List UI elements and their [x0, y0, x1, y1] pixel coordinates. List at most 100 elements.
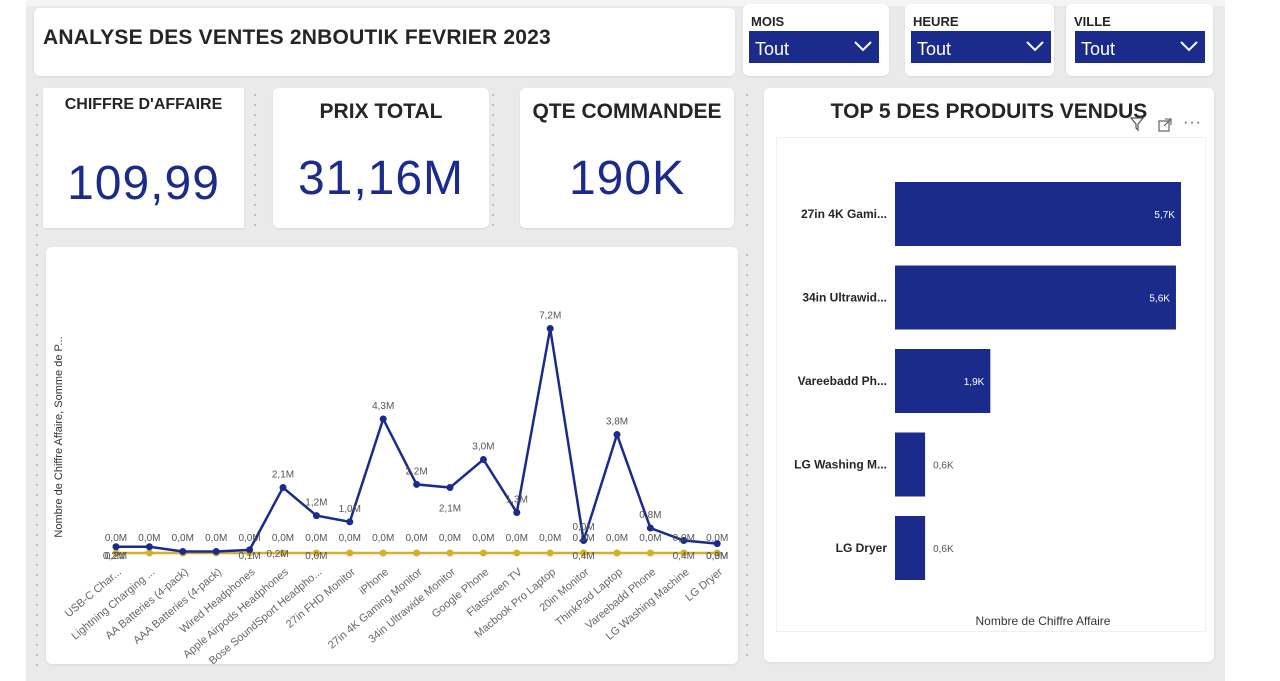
slicer-dropdown[interactable]: Tout: [749, 31, 879, 63]
grid-dots: [250, 90, 262, 230]
series-point-blue: [513, 508, 521, 516]
series-point-gold: [279, 549, 287, 557]
series-point-gold: [413, 549, 421, 557]
data-label: 0,0M: [706, 551, 728, 562]
bar: [895, 516, 926, 580]
data-label: 0,0M: [606, 533, 628, 544]
data-label: 0,3M: [706, 551, 728, 562]
data-label: 2,1M: [439, 504, 461, 515]
series-point-gold: [479, 549, 487, 557]
data-label: 0,0M: [272, 533, 294, 544]
data-label: 0,0M: [572, 522, 594, 533]
data-label: 0,0M: [405, 533, 427, 544]
chevron-down-icon: [1026, 41, 1044, 52]
series-point-blue: [580, 537, 588, 545]
series-point-blue: [346, 518, 354, 526]
series-point-blue: [613, 431, 621, 439]
series-point-gold: [446, 549, 454, 557]
data-label: 2,2M: [405, 466, 427, 477]
data-label: 0,2M: [103, 551, 125, 562]
kpi-label: PRIX TOTAL: [319, 100, 443, 123]
kpi-chiffre-affaire: CHIFFRE D'AFFAIRE 109,99: [43, 88, 244, 228]
series-point-blue: [546, 325, 554, 333]
data-label: 3,0M: [472, 441, 494, 452]
data-label: 0,0M: [339, 533, 361, 544]
data-label: 0,0M: [105, 533, 127, 544]
series-point-gold: [713, 549, 721, 557]
series-point-blue: [379, 415, 387, 423]
data-label: 1,3M: [506, 494, 528, 505]
slicer-label: VILLE: [1074, 14, 1111, 29]
data-label: 0,0M: [439, 533, 461, 544]
page-title: ANALYSE DES VENTES 2NBOUTIK FEVRIER 2023: [43, 26, 551, 49]
category-label: Vareebadd Ph...: [798, 374, 887, 388]
slicer-mois[interactable]: MOIS Tout: [743, 4, 889, 76]
kpi-label: QTE COMMANDEE: [532, 100, 722, 123]
slicer-ville[interactable]: VILLE Tout: [1066, 4, 1213, 76]
series-point-blue: [212, 547, 220, 555]
series-point-gold: [646, 549, 654, 557]
data-label: 0,4M: [673, 551, 695, 562]
kpi-value: 190K: [568, 152, 686, 205]
grid-dots: [488, 90, 500, 230]
series-point-blue: [413, 480, 421, 488]
ribbon-strip: [26, 0, 1225, 6]
chevron-down-icon: [854, 41, 872, 52]
bar: [895, 265, 1176, 330]
line-chart-card: Nombre de Chiffre Affaire, Somme de P...…: [46, 247, 738, 668]
kpi-qte-commandee: QTE COMMANDEE 190K: [520, 88, 734, 228]
data-label: 0,0M: [472, 533, 494, 544]
title-card: ANALYSE DES VENTES 2NBOUTIK FEVRIER 2023: [34, 8, 735, 76]
x-tick-label: LG Dryer: [683, 566, 725, 604]
data-label: 0,4M: [572, 551, 594, 562]
slicer-heure[interactable]: HEURE Tout: [905, 4, 1054, 76]
filter-icon[interactable]: [1130, 116, 1144, 132]
category-label: LG Washing M...: [794, 458, 887, 472]
series-point-gold: [680, 549, 688, 557]
slicer-dropdown[interactable]: Tout: [1075, 31, 1205, 63]
series-point-gold: [546, 549, 554, 557]
data-label: 0,0M: [172, 533, 194, 544]
series-point-gold: [613, 549, 621, 557]
chevron-down-icon: [1180, 41, 1198, 52]
data-label: 4,3M: [372, 401, 394, 412]
data-label: 0,0M: [673, 533, 695, 544]
grid-dots: [32, 90, 42, 670]
top5-title: TOP 5 DES PRODUITS VENDUS: [830, 100, 1148, 123]
series-point-blue: [279, 484, 287, 492]
series-point-blue: [680, 537, 688, 545]
series-point-gold: [513, 549, 521, 557]
data-label: 0,0M: [305, 551, 327, 562]
data-label: 1,2M: [305, 498, 327, 509]
series-point-gold: [112, 549, 120, 557]
more-icon[interactable]: ···: [1183, 114, 1202, 131]
series-point-blue: [179, 547, 187, 555]
expand-icon[interactable]: [1158, 118, 1172, 132]
data-label: 0,6K: [933, 461, 954, 472]
slicer-value: Tout: [1081, 39, 1116, 59]
series-point-blue: [479, 455, 487, 463]
data-label: 0,0M: [572, 533, 594, 544]
series-point-gold: [379, 549, 387, 557]
data-label: 2,1M: [272, 470, 294, 481]
bar: [895, 349, 991, 413]
data-label: 0,0M: [138, 533, 160, 544]
top5-card: TOP 5 DES PRODUITS VENDUS ··· 27in 4K Ga…: [764, 88, 1214, 662]
grid-dots: [742, 250, 754, 660]
kpi-value: 109,99: [67, 157, 220, 210]
data-label: 0,0M: [706, 533, 728, 544]
bar-chart[interactable]: 27in 4K Gami... 5,7K 34in Ultrawid... 5,6K V…: [764, 88, 1214, 662]
slicer-dropdown[interactable]: Tout: [911, 31, 1051, 63]
data-label: 5,6K: [1149, 294, 1170, 305]
series-point-blue: [446, 484, 454, 492]
bar-chart-frame: [776, 137, 1206, 632]
line-chart[interactable]: Nombre de Chiffre Affaire, Somme de P...…: [46, 247, 738, 668]
kpi-value: 31,16M: [297, 152, 465, 205]
y-axis-label: Nombre de Chiffre Affaire, Somme de P...: [53, 336, 65, 537]
data-label: 0,0M: [639, 533, 661, 544]
series-line-blue: [116, 328, 718, 553]
series-point-blue: [246, 546, 254, 554]
data-label: 1,9K: [964, 377, 985, 388]
data-label: 0,2M: [105, 551, 127, 562]
slicer-label: HEURE: [913, 14, 959, 29]
